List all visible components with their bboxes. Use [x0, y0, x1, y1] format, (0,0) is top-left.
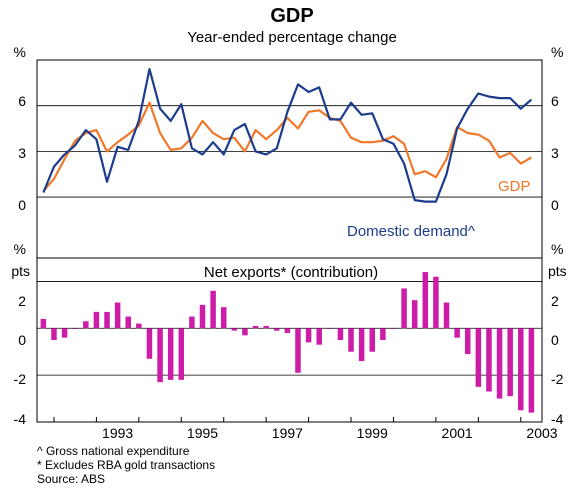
- x-axis-tick-label: 2001: [442, 425, 473, 441]
- net-exports-bars: [40, 272, 535, 413]
- net-exports-bar: [93, 311, 100, 329]
- net-exports-bar: [167, 328, 174, 380]
- bottom-left-tick-label: -2: [14, 371, 27, 387]
- top-right-tick-label: 6: [551, 93, 559, 109]
- net-exports-bar: [433, 276, 439, 329]
- net-exports-bar: [274, 328, 280, 331]
- chart-subtitle: Year-ended percentage change: [187, 29, 397, 46]
- top-left-unit-label: %: [14, 44, 26, 60]
- net-exports-bar: [284, 328, 291, 333]
- net-exports-bar: [220, 307, 227, 329]
- gdp-series-line: [42, 101, 532, 192]
- x-axis-tick-label: 1993: [102, 425, 133, 441]
- net-exports-bar: [411, 300, 418, 329]
- bottom-left-unit-label: pts: [11, 263, 30, 279]
- net-exports-bar: [178, 328, 185, 380]
- x-axis-tick-labels: 1993 1995 1997 1999 2001 2003: [53, 417, 558, 441]
- net-exports-bar: [104, 311, 110, 329]
- bottom-right-tick-label: -4: [551, 411, 564, 427]
- net-exports-bar: [295, 328, 301, 373]
- net-exports-bar: [358, 328, 365, 362]
- net-exports-bar: [337, 328, 344, 340]
- top-right-unit-label: %: [551, 44, 563, 60]
- footnote-source: Source: ABS: [37, 472, 105, 486]
- net-exports-bar: [242, 328, 248, 336]
- net-exports-bar: [486, 328, 492, 392]
- net-exports-bar: [401, 288, 407, 329]
- top-left-tick-label: 3: [18, 145, 26, 161]
- net-exports-panel-title: Net exports* (contribution): [204, 264, 378, 281]
- net-exports-bar: [252, 325, 259, 329]
- x-axis-tick-label: 1997: [272, 425, 303, 441]
- net-exports-bar: [496, 328, 503, 399]
- net-exports-bar: [157, 328, 163, 383]
- net-exports-bar: [380, 328, 386, 340]
- net-exports-bar: [390, 328, 397, 329]
- top-left-tick-label: 6: [18, 93, 26, 109]
- domestic-demand-series-line: [42, 67, 533, 203]
- net-exports-bar: [475, 328, 482, 387]
- net-exports-bar: [263, 325, 269, 329]
- net-exports-bar: [327, 328, 333, 329]
- footnote-rba-gold: * Excludes RBA gold transactions: [37, 458, 215, 472]
- chart-title: GDP: [270, 5, 313, 27]
- chart-frame: [36, 59, 543, 423]
- x-axis-tick-label: 1999: [357, 425, 388, 441]
- top-left-tick-label: 0: [18, 197, 26, 213]
- bottom-right-tick-label: 2: [551, 293, 559, 309]
- top-right-tick-label: 3: [551, 145, 559, 161]
- net-exports-bar: [231, 328, 238, 331]
- net-exports-bar: [189, 316, 195, 329]
- top-right-unit-label: %: [551, 241, 563, 257]
- net-exports-bar: [316, 328, 322, 345]
- net-exports-bar: [348, 328, 354, 352]
- net-exports-bar: [369, 328, 376, 352]
- net-exports-bar: [464, 328, 471, 355]
- net-exports-bar: [51, 328, 57, 340]
- bottom-left-tick-label: 0: [18, 332, 26, 348]
- bottom-right-tick-label: 0: [551, 332, 559, 348]
- net-exports-bar: [507, 328, 513, 397]
- net-exports-bar: [199, 304, 206, 329]
- net-exports-bar: [125, 316, 131, 329]
- bottom-left-tick-label: -4: [14, 411, 27, 427]
- x-axis-tick-label: 1995: [187, 425, 218, 441]
- top-left-unit-label: %: [14, 241, 26, 257]
- gdp-series-label: GDP: [498, 178, 531, 195]
- bottom-right-tick-label: -2: [551, 371, 564, 387]
- net-exports-bar: [83, 321, 89, 329]
- top-right-tick-label: 0: [551, 197, 559, 213]
- net-exports-bar: [40, 318, 47, 329]
- x-axis-tick-label: 2003: [526, 425, 557, 441]
- net-exports-bar: [61, 328, 68, 338]
- net-exports-bar: [305, 328, 312, 343]
- net-exports-bar: [422, 272, 429, 329]
- net-exports-bar: [72, 328, 78, 329]
- net-exports-bar: [210, 290, 216, 329]
- net-exports-bar: [528, 328, 535, 413]
- bottom-right-unit-label: pts: [548, 263, 567, 279]
- bottom-left-tick-label: 2: [18, 293, 26, 309]
- gdp-lines: [42, 67, 533, 203]
- net-exports-bar: [454, 328, 460, 338]
- net-exports-bar: [114, 302, 121, 329]
- net-exports-bar: [518, 328, 524, 411]
- footnote-gne: ^ Gross national expenditure: [37, 444, 190, 458]
- net-exports-bar: [443, 302, 450, 329]
- net-exports-bar: [146, 328, 153, 359]
- domestic-demand-series-label: Domestic demand^: [347, 223, 475, 240]
- net-exports-bar: [136, 323, 142, 329]
